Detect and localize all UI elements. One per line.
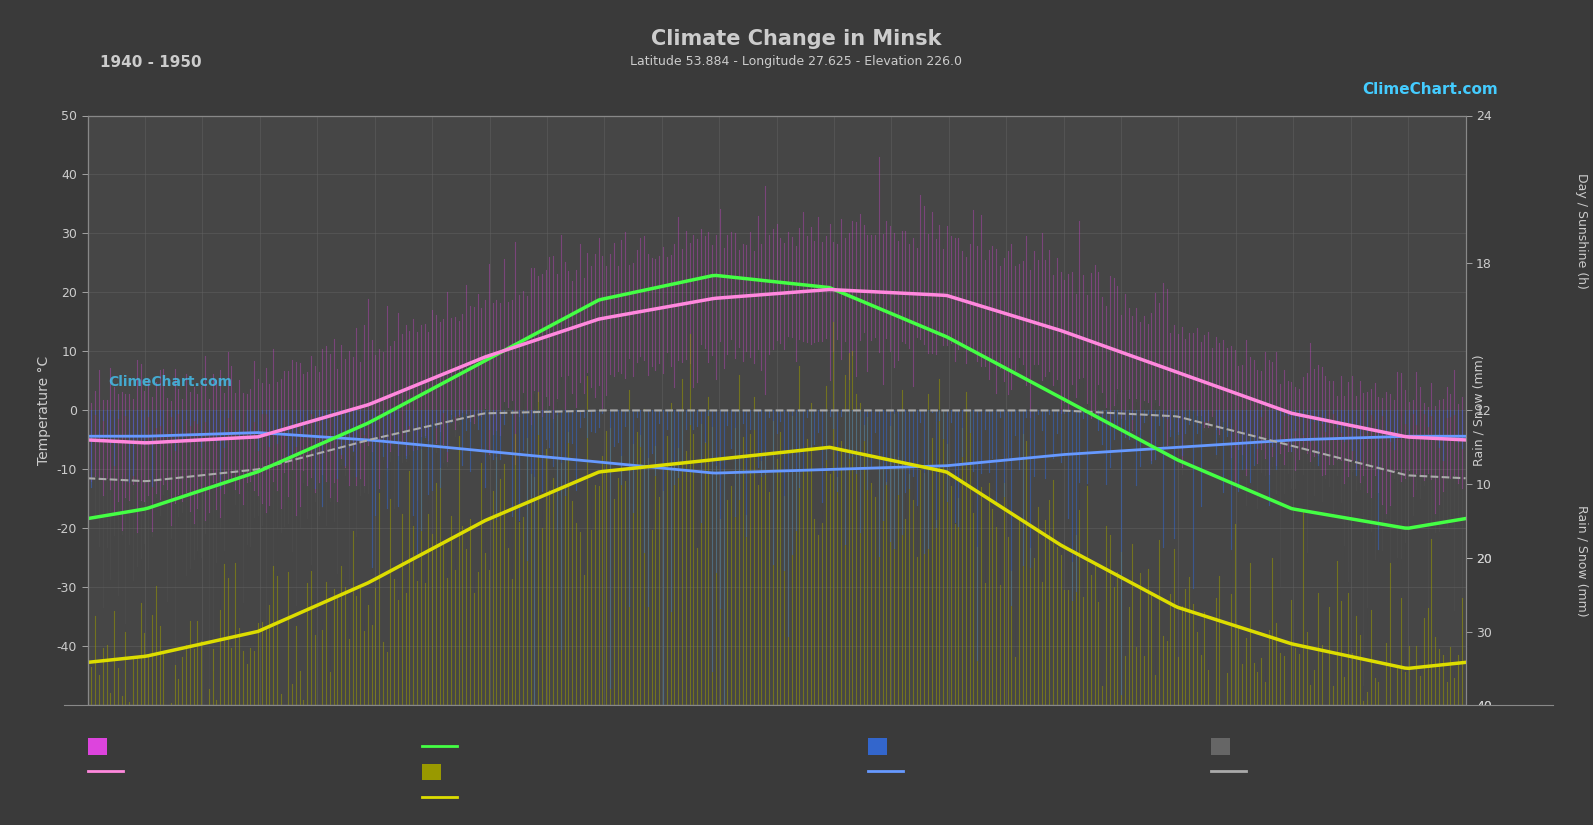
Y-axis label: Temperature °C: Temperature °C [37, 356, 51, 465]
Text: 1940 - 1950: 1940 - 1950 [100, 55, 202, 70]
Text: Latitude 53.884 - Longitude 27.625 - Elevation 226.0: Latitude 53.884 - Longitude 27.625 - Ele… [631, 55, 962, 68]
Text: Monthly average: Monthly average [113, 766, 213, 779]
Text: Day / Sunshine (h): Day / Sunshine (h) [1575, 173, 1588, 289]
Text: Rain / Snow (mm): Rain / Snow (mm) [1575, 505, 1588, 617]
Text: Rain (mm): Rain (mm) [868, 715, 941, 728]
Text: Monthly average sunshine: Monthly average sunshine [448, 791, 604, 804]
Text: Snow (mm): Snow (mm) [1211, 715, 1290, 728]
Text: Range min / max per day: Range min / max per day [113, 740, 263, 753]
Text: Day / Sunshine (h): Day / Sunshine (h) [422, 715, 551, 728]
Text: Climate Change in Minsk: Climate Change in Minsk [652, 29, 941, 49]
Text: ClimeChart.com: ClimeChart.com [108, 375, 233, 389]
Y-axis label: Rain / Snow (mm): Rain / Snow (mm) [1472, 355, 1486, 466]
Text: Sunshine per day: Sunshine per day [448, 766, 551, 779]
Text: Monthly average: Monthly average [1236, 766, 1337, 779]
Text: Snow per day: Snow per day [1236, 740, 1317, 753]
Text: © ClimeChart.com: © ClimeChart.com [1448, 797, 1553, 807]
Text: Temperature °C: Temperature °C [88, 715, 198, 728]
Text: Rain per day: Rain per day [894, 740, 969, 753]
Text: Daylight per day: Daylight per day [448, 740, 546, 753]
Text: ClimeChart.com: ClimeChart.com [1362, 82, 1497, 97]
Text: Monthly average: Monthly average [894, 766, 994, 779]
